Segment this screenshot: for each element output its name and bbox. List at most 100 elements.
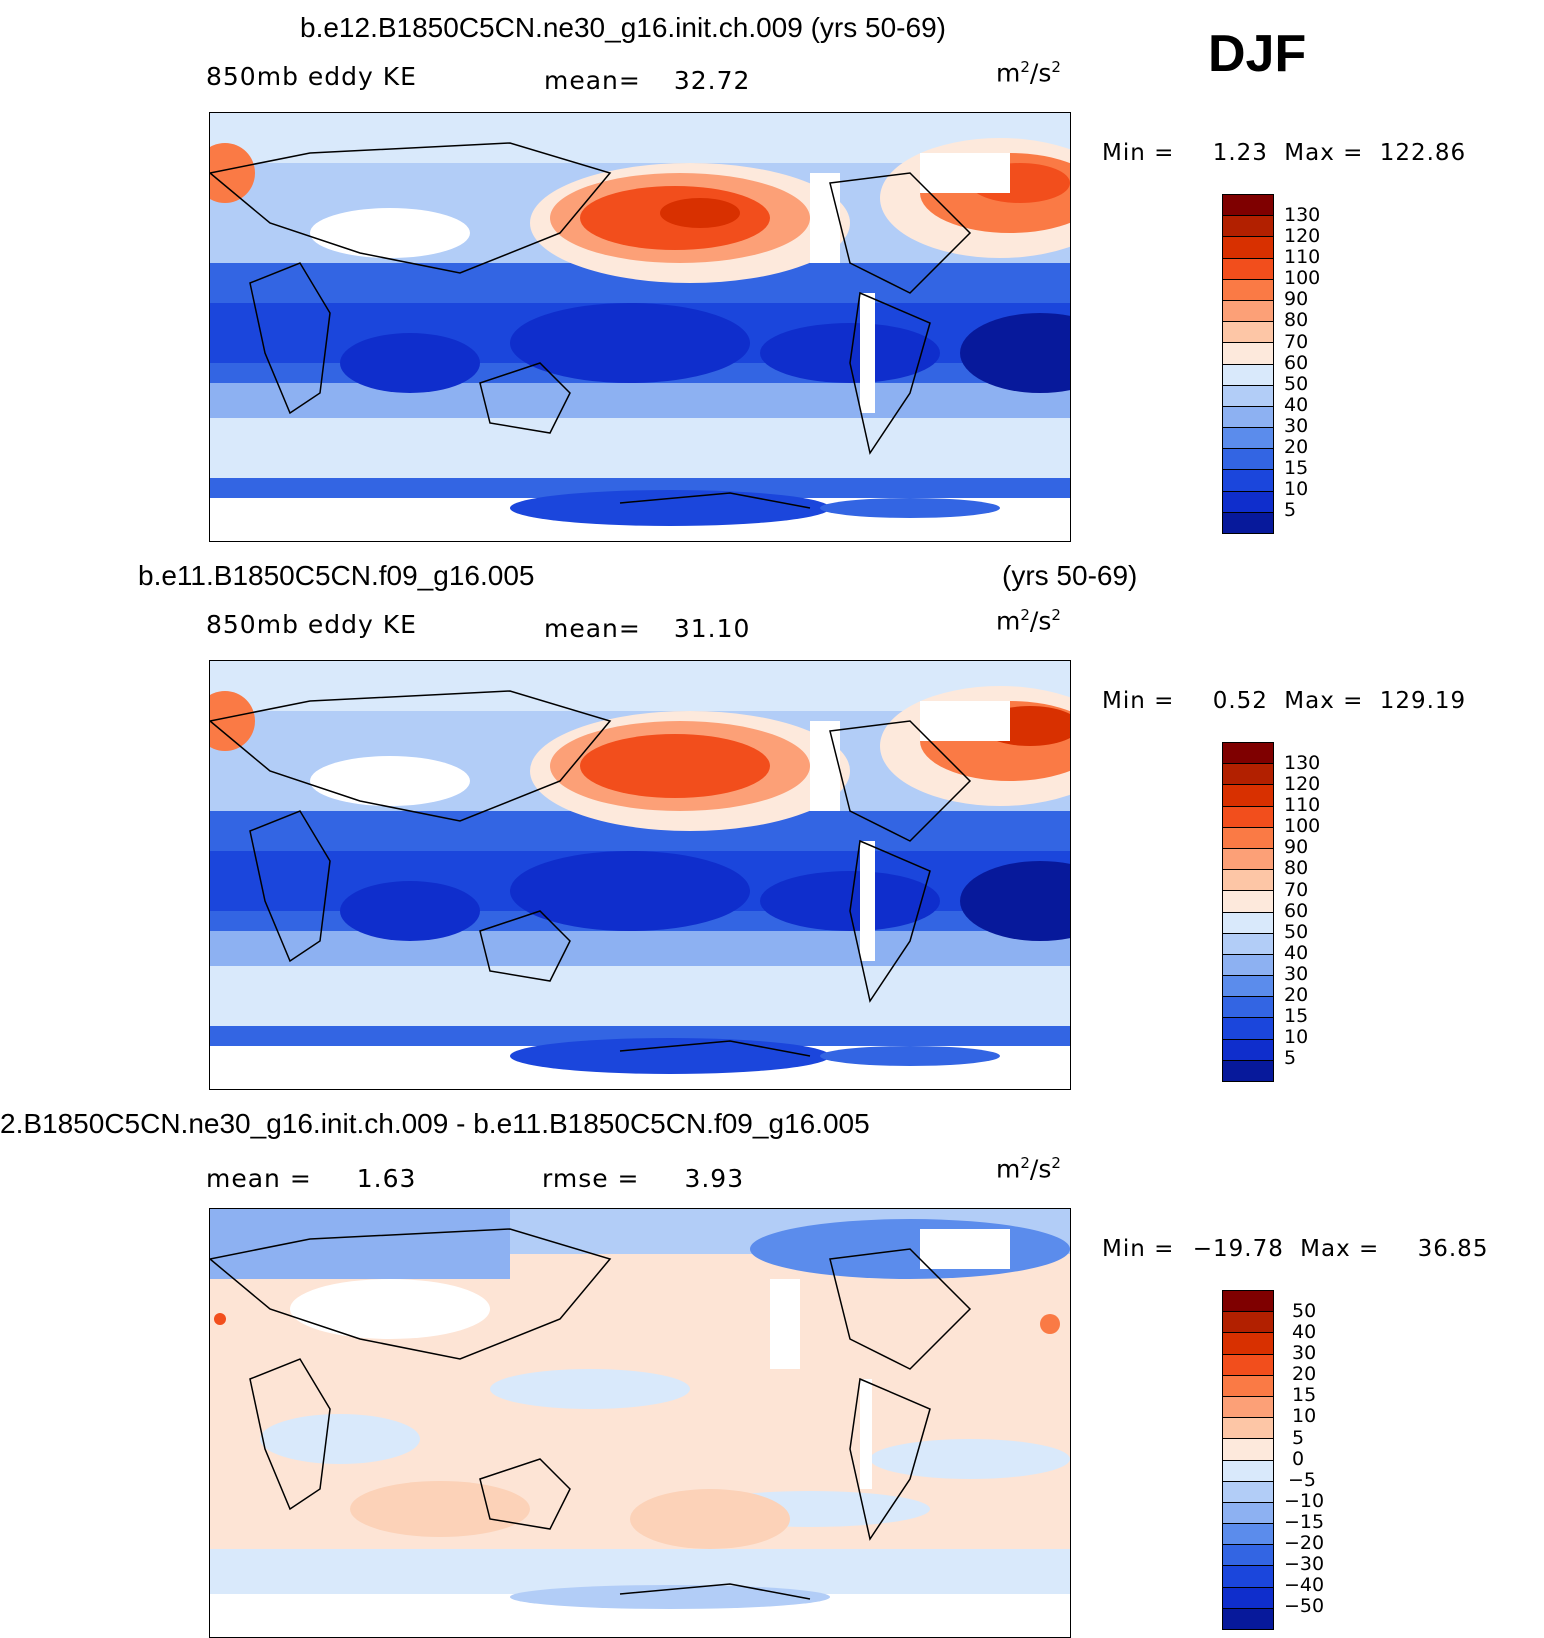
cbar-tick: 80	[1284, 309, 1309, 331]
cbar-tick: 30	[1284, 415, 1309, 437]
cbar-tick: 15	[1284, 457, 1309, 479]
cbar-tick: 5	[1284, 1047, 1297, 1069]
cbar-tick: 130	[1284, 204, 1321, 226]
cbar-tick: 20	[1292, 1363, 1317, 1385]
cbar-tick: 50	[1284, 921, 1309, 943]
cbar-tick: 10	[1284, 478, 1309, 500]
max-value: 122.86	[1379, 140, 1467, 166]
panel1-map	[209, 112, 1071, 542]
panel3-mean-value: 1.63	[356, 1164, 417, 1193]
min-label: Min =	[1102, 688, 1175, 714]
panel2-minmax: Min = 0.52 Max = 129.19	[1102, 688, 1466, 714]
panel1-units: m2/s2	[996, 58, 1061, 87]
panel3-title: 2.B1850C5CN.ne30_g16.init.ch.009 - b.e11…	[0, 1108, 870, 1139]
cbar-tick: 50	[1284, 373, 1309, 395]
cbar-tick: 60	[1284, 900, 1309, 922]
cbar-tick: 20	[1284, 984, 1309, 1006]
panel1-title: b.e12.B1850C5CN.ne30_g16.init.ch.009 (yr…	[300, 12, 946, 43]
panel2-variable-label: 850mb eddy KE	[206, 610, 417, 639]
min-label: Min =	[1102, 140, 1175, 166]
cbar-tick: 60	[1284, 352, 1309, 374]
cbar-tick: 100	[1284, 267, 1321, 289]
panel1-colorbar	[1222, 194, 1274, 534]
season-label: DJF	[1208, 25, 1307, 83]
panel3-rmse-value: 3.93	[684, 1164, 745, 1193]
cbar-tick: 50	[1292, 1300, 1317, 1322]
cbar-tick: 90	[1284, 836, 1309, 858]
cbar-tick: −5	[1288, 1469, 1317, 1491]
cbar-tick: 15	[1284, 1005, 1309, 1027]
cbar-tick: 30	[1284, 963, 1309, 985]
cbar-tick: −50	[1284, 1595, 1325, 1617]
cbar-tick: −20	[1284, 1532, 1325, 1554]
panel1-variable-label: 850mb eddy KE	[206, 62, 417, 91]
panel1-map-svg	[210, 113, 1070, 541]
cbar-tick: 40	[1284, 942, 1309, 964]
units-exp: 2	[1020, 1154, 1030, 1172]
panel2-title: b.e11.B1850C5CN.f09_g16.005	[138, 560, 535, 591]
min-value: 0.52	[1212, 688, 1268, 714]
cbar-tick: 120	[1284, 773, 1321, 795]
max-value: 36.85	[1417, 1236, 1489, 1262]
panel3-minmax: Min = −19.78 Max = 36.85	[1102, 1236, 1488, 1262]
cbar-tick: 0	[1292, 1448, 1305, 1470]
cbar-tick: −15	[1284, 1511, 1325, 1533]
panel1-mean: mean= 32.72	[544, 66, 750, 95]
panel1-mean-value: 32.72	[673, 66, 751, 95]
cbar-tick: 10	[1292, 1405, 1317, 1427]
panel2-title-years: (yrs 50-69)	[1002, 560, 1138, 591]
cbar-tick: 120	[1284, 225, 1321, 247]
cbar-tick: 5	[1284, 499, 1297, 521]
panel3-rmse-label: rmse =	[542, 1164, 640, 1193]
units-tail: /s	[1029, 58, 1052, 88]
cbar-tick: 40	[1284, 394, 1309, 416]
cbar-tick: 80	[1284, 857, 1309, 879]
cbar-tick: 130	[1284, 752, 1321, 774]
panel3-rmse: rmse = 3.93	[542, 1164, 744, 1193]
panel3-map-svg	[210, 1209, 1070, 1637]
panel2-colorbar	[1222, 742, 1274, 1082]
units-base: m	[996, 58, 1021, 88]
cbar-tick: 100	[1284, 815, 1321, 837]
panel3-map	[209, 1208, 1071, 1638]
cbar-tick: 70	[1284, 879, 1309, 901]
panel3-units: m2/s2	[996, 1154, 1061, 1183]
panel2-mean: mean= 31.10	[544, 614, 750, 643]
panel1-minmax: Min = 1.23 Max = 122.86	[1102, 140, 1466, 166]
units-exp: 2	[1020, 606, 1030, 624]
panel2-units: m2/s2	[996, 606, 1061, 635]
max-label: Max =	[1300, 1236, 1380, 1262]
cbar-tick: 30	[1292, 1342, 1317, 1364]
cbar-tick: 15	[1292, 1384, 1317, 1406]
cbar-tick: 110	[1284, 246, 1321, 268]
min-value: −19.78	[1192, 1236, 1284, 1262]
units-exp: 2	[1020, 58, 1030, 76]
cbar-tick: 110	[1284, 794, 1321, 816]
units-tail: /s	[1029, 1154, 1052, 1184]
panel2-mean-label: mean=	[544, 614, 641, 643]
panel2-map	[209, 660, 1071, 1090]
cbar-tick: 10	[1284, 1026, 1309, 1048]
min-value: 1.23	[1212, 140, 1268, 166]
max-label: Max =	[1284, 688, 1364, 714]
cbar-tick: −40	[1284, 1574, 1325, 1596]
units-base: m	[996, 1154, 1021, 1184]
cbar-tick: 40	[1292, 1321, 1317, 1343]
units-tail: /s	[1029, 606, 1052, 636]
cbar-tick: −30	[1284, 1553, 1325, 1575]
max-label: Max =	[1284, 140, 1364, 166]
panel3-colorbar	[1222, 1290, 1274, 1630]
panel2-mean-value: 31.10	[673, 614, 751, 643]
cbar-tick: −10	[1284, 1490, 1325, 1512]
min-label: Min =	[1102, 1236, 1175, 1262]
cbar-tick: 90	[1284, 288, 1309, 310]
panel3-mean-label: mean =	[206, 1164, 312, 1193]
units-exp2: 2	[1051, 58, 1061, 76]
cbar-tick: 70	[1284, 331, 1309, 353]
units-base: m	[996, 606, 1021, 636]
units-exp2: 2	[1051, 606, 1061, 624]
cbar-tick: 5	[1292, 1427, 1305, 1449]
panel3-mean: mean = 1.63	[206, 1164, 416, 1193]
panel2-map-svg	[210, 661, 1070, 1089]
panel1-mean-label: mean=	[544, 66, 641, 95]
